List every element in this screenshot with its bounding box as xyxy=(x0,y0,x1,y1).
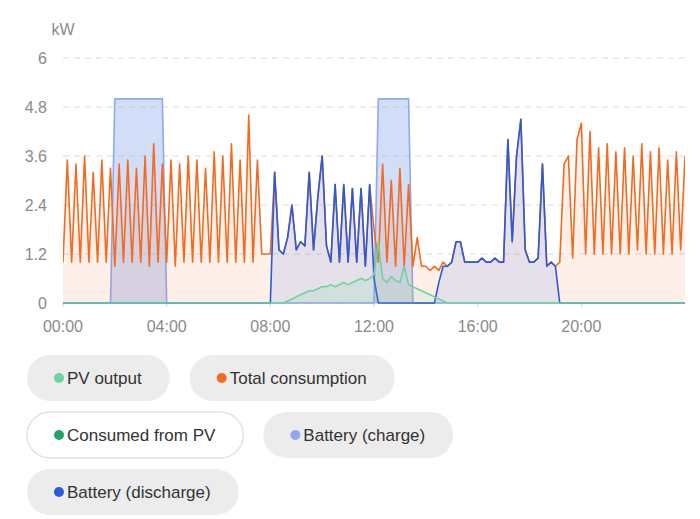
x-tick-label: 00:00 xyxy=(43,318,83,335)
legend-pill[interactable] xyxy=(27,469,239,515)
series-area xyxy=(63,115,685,303)
series-line xyxy=(63,115,685,270)
y-tick-label: 6 xyxy=(38,50,47,67)
y-tick-label: 4.8 xyxy=(25,99,47,116)
y-axis-label: kW xyxy=(51,21,75,38)
legend-pill[interactable] xyxy=(190,355,395,401)
legend-item[interactable]: Battery (charge) xyxy=(263,412,453,458)
y-tick-label: 1.2 xyxy=(25,246,47,263)
legend-pill[interactable] xyxy=(27,355,170,401)
legend-swatch xyxy=(54,373,64,383)
legend-label: Total consumption xyxy=(230,369,367,388)
series-area xyxy=(63,119,685,303)
series-line xyxy=(63,119,685,303)
legend: PV output Total consumption Consumed from … xyxy=(27,355,453,515)
y-tick-label: 2.4 xyxy=(25,197,47,214)
series-group xyxy=(63,242,685,303)
series-group xyxy=(63,119,685,303)
series-group xyxy=(63,99,685,303)
x-tick-label: 12:00 xyxy=(354,318,394,335)
legend-pill[interactable] xyxy=(27,412,243,458)
legend-item[interactable]: Battery (discharge) xyxy=(27,469,239,515)
series-line xyxy=(63,242,685,303)
legend-label: Battery (discharge) xyxy=(67,483,211,502)
series-group xyxy=(63,115,685,303)
legend-pill[interactable] xyxy=(263,412,453,458)
plot-area xyxy=(63,99,685,303)
legend-item[interactable]: Total consumption xyxy=(190,355,395,401)
x-tick-label: 20:00 xyxy=(561,318,601,335)
legend-label: Consumed from PV xyxy=(67,426,216,445)
x-tick-label: 16:00 xyxy=(458,318,498,335)
legend-item[interactable]: Consumed from PV xyxy=(27,412,243,458)
x-tick-label: 04:00 xyxy=(147,318,187,335)
chart-root: kW 0 1.2 2.4 3.6 4.8 6 00:00 04:00 08:00 12:00 16:0… xyxy=(0,0,700,519)
y-tick-label: 3.6 xyxy=(25,148,47,165)
series-line xyxy=(63,99,685,303)
y-tick-label: 0 xyxy=(38,295,47,312)
legend-swatch xyxy=(54,487,64,497)
legend-swatch xyxy=(290,430,300,440)
legend-label: PV output xyxy=(67,369,142,388)
series-area xyxy=(63,99,685,303)
legend-swatch xyxy=(54,430,64,440)
grid-line xyxy=(63,58,685,59)
chart-svg: kW 0 1.2 2.4 3.6 4.8 6 00:00 04:00 08:00 12:00 16:0… xyxy=(0,0,700,519)
series-area xyxy=(63,242,685,303)
legend-swatch xyxy=(217,373,227,383)
x-tick-label: 08:00 xyxy=(250,318,290,335)
legend-label: Battery (charge) xyxy=(303,426,425,445)
legend-item[interactable]: PV output xyxy=(27,355,170,401)
